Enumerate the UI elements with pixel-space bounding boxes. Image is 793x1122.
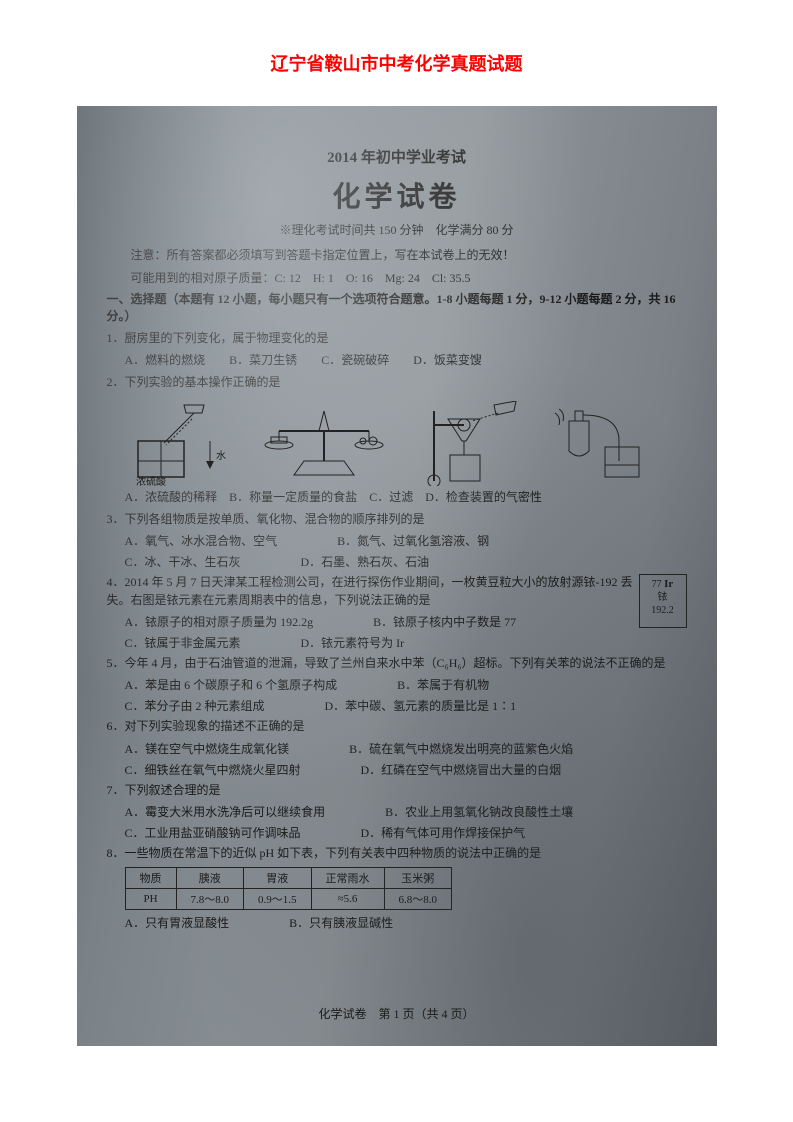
element-number: 77 Ir bbox=[640, 577, 686, 591]
q8-opt-a: A．只有胃液显酸性 bbox=[125, 914, 230, 931]
diagram-filtration bbox=[404, 401, 534, 486]
question-7: 7．下列叙述合理的是 bbox=[107, 782, 687, 799]
exam-title: 化学试卷 bbox=[107, 175, 687, 215]
th-2: 胃液 bbox=[244, 867, 312, 888]
question-6: 6．对下列实验现象的描述不正确的是 bbox=[107, 718, 687, 735]
q2-options: A．浓硫酸的稀释 B．称量一定质量的食盐 C．过滤 D．检查装置的气密性 bbox=[107, 488, 687, 505]
q7-options-2: C．工业用盐亚硝酸钠可作调味品 D．稀有气体可用作焊接保护气 bbox=[107, 824, 687, 841]
cell: 7.8～8.0 bbox=[176, 888, 244, 909]
q2-diagrams: 浓硫酸 水 bbox=[107, 396, 687, 486]
table-row: 物质 胰液 胃液 正常雨水 玉米粥 bbox=[125, 867, 452, 888]
q2-opt-d: D．检查装置的气密性 bbox=[425, 488, 542, 505]
ph-table: 物质 胰液 胃液 正常雨水 玉米粥 PH 7.8～8.0 0.9～1.5 ≈5.… bbox=[125, 867, 453, 910]
exam-notice: 注意：所有答案都必须填写到答题卡指定位置上，写在本试卷上的无效！ bbox=[107, 246, 687, 263]
q4-opt-d: D．铱元素符号为 Ir bbox=[301, 634, 405, 651]
page-title: 辽宁省鞍山市中考化学真题试题 bbox=[0, 0, 793, 76]
q6-opt-b: B．硫在氧气中燃烧发出明亮的蓝紫色火焰 bbox=[349, 740, 573, 757]
question-4: 77 Ir 铱 192.2 4．2014 年 5 月 7 日天津某工程检测公司，… bbox=[107, 574, 687, 609]
q3-options-1: A．氧气、冰水混合物、空气 B．氮气、过氧化氢溶液、钢 bbox=[107, 532, 687, 549]
element-cell: 77 Ir 铱 192.2 bbox=[639, 574, 687, 628]
diagram-dilution: 浓硫酸 水 bbox=[114, 401, 244, 486]
q2-opt-a: A．浓硫酸的稀释 bbox=[125, 488, 218, 505]
question-3: 3．下列各组物质是按单质、氧化物、混合物的顺序排列的是 bbox=[107, 511, 687, 528]
q4-options-2: C．铱属于非金属元素 D．铱元素符号为 Ir bbox=[107, 634, 687, 651]
q3-opt-c: C．冰、干冰、生石灰 bbox=[125, 553, 241, 570]
q7-opt-d: D．稀有气体可用作焊接保护气 bbox=[361, 824, 526, 841]
label-water: 水 bbox=[216, 447, 226, 462]
q4-opt-b: B．铱原子核内中子数是 77 bbox=[373, 613, 516, 630]
q1-opt-a: A．燃料的燃烧 bbox=[125, 351, 206, 368]
q7-options-1: A．霉变大米用水洗净后可以继续食用 B．农业上用氢氧化钠改良酸性土壤 bbox=[107, 803, 687, 820]
q1-opt-c: C．瓷碗破碎 bbox=[321, 351, 389, 368]
table-row: PH 7.8～8.0 0.9～1.5 ≈5.6 6.8～8.0 bbox=[125, 888, 452, 909]
atomic-masses: 可能用到的相对原子质量：C: 12 H: 1 O: 16 Mg: 24 Cl: … bbox=[107, 269, 687, 286]
th-3: 正常雨水 bbox=[311, 867, 384, 888]
question-1: 1．厨房里的下列变化，属于物理变化的是 bbox=[107, 330, 687, 347]
q5-opt-a: A．苯是由 6 个碳原子和 6 个氢原子构成 bbox=[125, 676, 338, 693]
q6-opt-c: C．细铁丝在氧气中燃烧火星四射 bbox=[125, 761, 301, 778]
q3-options-2: C．冰、干冰、生石灰 D．石墨、熟石灰、石油 bbox=[107, 553, 687, 570]
q6-opt-d: D．红磷在空气中燃烧冒出大量的白烟 bbox=[361, 761, 562, 778]
q5-opt-c: C．苯分子由 2 种元素组成 bbox=[125, 697, 265, 714]
cell: ≈5.6 bbox=[311, 888, 384, 909]
page-footer: 化学试卷 第 1 页（共 4 页） bbox=[77, 1005, 717, 1022]
q1-options: A．燃料的燃烧 B．菜刀生锈 C．瓷碗破碎 D．饭菜变馊 bbox=[107, 351, 687, 368]
question-2: 2．下列实验的基本操作正确的是 bbox=[107, 374, 687, 391]
cell: 0.9～1.5 bbox=[244, 888, 312, 909]
exam-year-line: 2014 年初中学业考试 bbox=[107, 146, 687, 167]
th-substance: 物质 bbox=[125, 867, 176, 888]
question-8: 8．一些物质在常温下的近似 pH 如下表，下列有关表中四种物质的说法中正确的是 bbox=[107, 845, 687, 862]
diagram-airtight bbox=[549, 401, 679, 486]
q8-opt-b: B．只有胰液显碱性 bbox=[289, 914, 393, 931]
q3-opt-d: D．石墨、熟石灰、石油 bbox=[301, 553, 430, 570]
filtration-icon bbox=[404, 401, 534, 486]
q7-opt-b: B．农业上用氢氧化钠改良酸性土壤 bbox=[385, 803, 573, 820]
scanned-exam-page: 2014 年初中学业考试 化学试卷 ※理化考试时间共 150 分钟 化学满分 8… bbox=[77, 106, 717, 1046]
th-1: 胰液 bbox=[176, 867, 244, 888]
dilution-icon bbox=[114, 401, 244, 486]
q7-opt-a: A．霉变大米用水洗净后可以继续食用 bbox=[125, 803, 326, 820]
q1-opt-d: D．饭菜变馊 bbox=[413, 351, 482, 368]
diagram-balance bbox=[259, 401, 389, 486]
label-sulfuric-acid: 浓硫酸 bbox=[136, 473, 166, 488]
cell: 6.8～8.0 bbox=[384, 888, 452, 909]
airtight-icon bbox=[549, 401, 679, 486]
q7-opt-c: C．工业用盐亚硝酸钠可作调味品 bbox=[125, 824, 301, 841]
q6-options-2: C．细铁丝在氧气中燃烧火星四射 D．红磷在空气中燃烧冒出大量的白烟 bbox=[107, 761, 687, 778]
q5-opt-d: D．苯中碳、氢元素的质量比是 1∶1 bbox=[325, 697, 517, 714]
q3-opt-a: A．氧气、冰水混合物、空气 bbox=[125, 532, 278, 549]
section-1-head: 一、选择题（本题有 12 小题，每小题只有一个选项符合题意。1-8 小题每题 1… bbox=[107, 290, 687, 324]
q1-opt-b: B．菜刀生锈 bbox=[229, 351, 297, 368]
q2-opt-c: C．过滤 bbox=[369, 488, 413, 505]
q8-options: A．只有胃液显酸性 B．只有胰液显碱性 bbox=[107, 914, 687, 931]
q5-options-2: C．苯分子由 2 种元素组成 D．苯中碳、氢元素的质量比是 1∶1 bbox=[107, 697, 687, 714]
q2-opt-b: B．称量一定质量的食盐 bbox=[229, 488, 357, 505]
row-label: PH bbox=[125, 888, 176, 909]
q4-opt-c: C．铱属于非金属元素 bbox=[125, 634, 241, 651]
balance-icon bbox=[259, 401, 389, 486]
q6-opt-a: A．镁在空气中燃烧生成氧化镁 bbox=[125, 740, 290, 757]
q4-options-1: A．铱原子的相对原子质量为 192.2g B．铱原子核内中子数是 77 bbox=[107, 613, 633, 630]
q3-opt-b: B．氮气、过氧化氢溶液、钢 bbox=[337, 532, 489, 549]
element-mass: 192.2 bbox=[640, 604, 686, 617]
exam-subtitle: ※理化考试时间共 150 分钟 化学满分 80 分 bbox=[107, 221, 687, 238]
q5-opt-b: B．苯属于有机物 bbox=[397, 676, 489, 693]
q4-opt-a: A．铱原子的相对原子质量为 192.2g bbox=[125, 613, 314, 630]
element-name: 铱 bbox=[640, 591, 686, 604]
th-4: 玉米粥 bbox=[384, 867, 452, 888]
q5-options-1: A．苯是由 6 个碳原子和 6 个氢原子构成 B．苯属于有机物 bbox=[107, 676, 687, 693]
question-5: 5．今年 4 月，由于石油管道的泄漏，导致了兰州自来水中苯（C₆H₆）超标。下列… bbox=[107, 655, 687, 672]
q6-options-1: A．镁在空气中燃烧生成氧化镁 B．硫在氧气中燃烧发出明亮的蓝紫色火焰 bbox=[107, 740, 687, 757]
